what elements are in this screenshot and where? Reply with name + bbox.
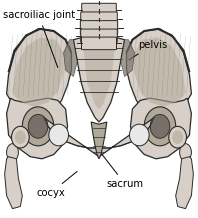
Ellipse shape (22, 107, 54, 146)
Text: pelvis: pelvis (129, 40, 168, 60)
Text: cocyx: cocyx (36, 171, 77, 198)
FancyBboxPatch shape (82, 37, 116, 50)
Polygon shape (83, 44, 115, 109)
Ellipse shape (15, 130, 26, 144)
Ellipse shape (180, 144, 191, 161)
Polygon shape (73, 33, 125, 122)
Ellipse shape (129, 124, 149, 146)
Polygon shape (134, 37, 186, 107)
Ellipse shape (144, 107, 176, 146)
FancyBboxPatch shape (81, 29, 117, 43)
Text: sacroiliac joint: sacroiliac joint (3, 10, 75, 67)
Ellipse shape (172, 130, 183, 144)
Polygon shape (12, 37, 64, 107)
FancyBboxPatch shape (82, 3, 116, 18)
Polygon shape (176, 157, 193, 209)
Polygon shape (91, 122, 107, 159)
FancyBboxPatch shape (80, 21, 118, 35)
Polygon shape (121, 40, 134, 77)
Polygon shape (127, 29, 191, 116)
Ellipse shape (169, 126, 187, 148)
Polygon shape (5, 157, 22, 209)
Polygon shape (130, 98, 191, 159)
Polygon shape (7, 98, 68, 159)
Polygon shape (44, 118, 154, 157)
Ellipse shape (28, 114, 48, 138)
Text: sacrum: sacrum (99, 150, 144, 189)
Ellipse shape (7, 144, 18, 161)
Polygon shape (7, 29, 71, 116)
Polygon shape (64, 40, 77, 77)
Ellipse shape (11, 126, 29, 148)
Ellipse shape (49, 124, 69, 146)
FancyBboxPatch shape (81, 12, 117, 26)
Ellipse shape (150, 114, 170, 138)
